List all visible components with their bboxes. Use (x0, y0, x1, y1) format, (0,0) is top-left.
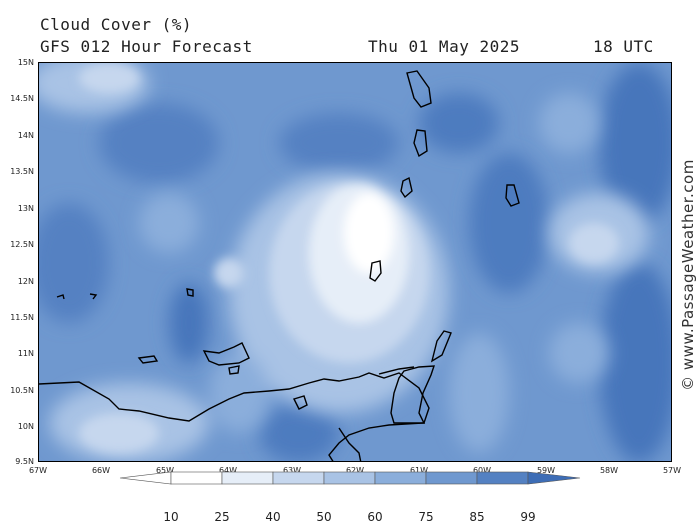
lat-label: 10.5N (10, 386, 34, 395)
orchila-coast (89, 293, 98, 300)
lat-label: 11N (17, 349, 34, 358)
lon-label: 60W (472, 466, 492, 475)
tobago-coast (430, 330, 452, 363)
legend-label: 25 (214, 510, 230, 524)
orinoco-delta (338, 427, 362, 461)
legend-arrow-low (119, 471, 172, 485)
los-roques-coast (56, 294, 65, 300)
barbados-coast (505, 184, 520, 207)
legend-swatch (323, 471, 376, 485)
copyright-text: © www.PassageWeather.com (679, 159, 697, 391)
legend-swatch (476, 471, 529, 485)
legend-swatch (272, 471, 325, 485)
grenada-coast (369, 260, 382, 282)
lon-label: 57W (662, 466, 682, 475)
forecast-label: GFS 012 Hour Forecast (40, 37, 253, 56)
map-title: Cloud Cover (%) (40, 15, 192, 34)
lat-label: 14N (17, 131, 34, 140)
mainland-coast (39, 372, 430, 461)
lon-label: 59W (536, 466, 556, 475)
legend-label: 60 (367, 510, 383, 524)
coche-coast (228, 365, 240, 375)
paria-coast (378, 366, 415, 375)
map-canvas (39, 63, 671, 461)
cloud-cover-map[interactable] (38, 62, 672, 462)
lat-label: 12N (17, 277, 34, 286)
blanquilla-coast (186, 288, 194, 297)
legend-label: 40 (265, 510, 281, 524)
legend-swatch (425, 471, 478, 485)
lat-label: 9.5N (15, 457, 34, 466)
lat-label: 11.5N (10, 313, 34, 322)
margarita-coast (202, 342, 250, 366)
lon-label: 61W (409, 466, 429, 475)
copyright-label: © www.PassageWeather.com (676, 150, 700, 400)
cloud-field-dark (39, 63, 671, 461)
st-vincent-coast (400, 176, 413, 199)
lat-label: 13.5N (10, 167, 34, 176)
gulf-paria-isle (293, 395, 308, 410)
legend-swatch (374, 471, 427, 485)
lat-label: 15N (17, 58, 34, 67)
legend-label: 10 (163, 510, 179, 524)
lon-label: 67W (28, 466, 48, 475)
lat-label: 14.5N (10, 94, 34, 103)
lon-label: 66W (91, 466, 111, 475)
lon-label: 58W (599, 466, 619, 475)
legend-label: 50 (316, 510, 332, 524)
forecast-time: 18 UTC (593, 37, 654, 56)
cloud-field-brightest (79, 63, 619, 453)
tortuga-coast (137, 355, 159, 364)
lon-label: 63W (282, 466, 302, 475)
color-scale-legend (119, 471, 581, 485)
legend-label: 85 (469, 510, 485, 524)
trinidad-coast (390, 365, 435, 424)
lat-label: 10N (17, 422, 34, 431)
lon-label: 64W (218, 466, 238, 475)
lon-label: 65W (155, 466, 175, 475)
lat-label: 13N (17, 204, 34, 213)
legend-arrow-high (527, 471, 581, 485)
forecast-date: Thu 01 May 2025 (368, 37, 520, 56)
legend-label: 75 (418, 510, 434, 524)
legend-swatch (221, 471, 274, 485)
legend-label: 99 (520, 510, 536, 524)
st-lucia-coast (413, 129, 428, 158)
lon-label: 62W (345, 466, 365, 475)
lat-label: 12.5N (10, 240, 34, 249)
martinique-coast (406, 70, 432, 108)
coastlines (39, 70, 520, 461)
legend-swatch (170, 471, 223, 485)
